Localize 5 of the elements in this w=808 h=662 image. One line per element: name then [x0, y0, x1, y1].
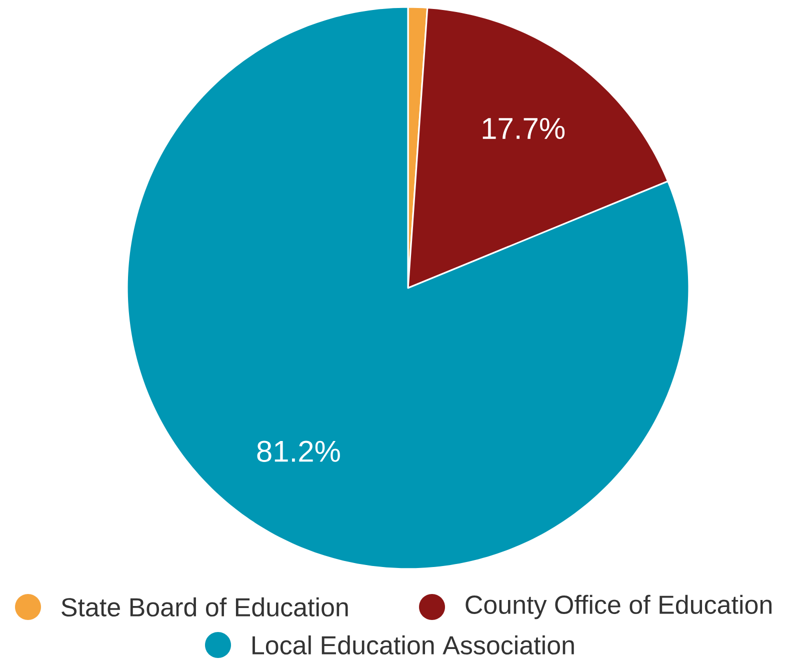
legend-label: Local Education Association — [252, 635, 574, 655]
legend-label: State Board of Education — [62, 597, 348, 617]
data-label: 17.7% — [482, 118, 565, 140]
legend-label: County Office of Education — [466, 594, 772, 620]
data-label: 81.2% — [257, 440, 340, 462]
